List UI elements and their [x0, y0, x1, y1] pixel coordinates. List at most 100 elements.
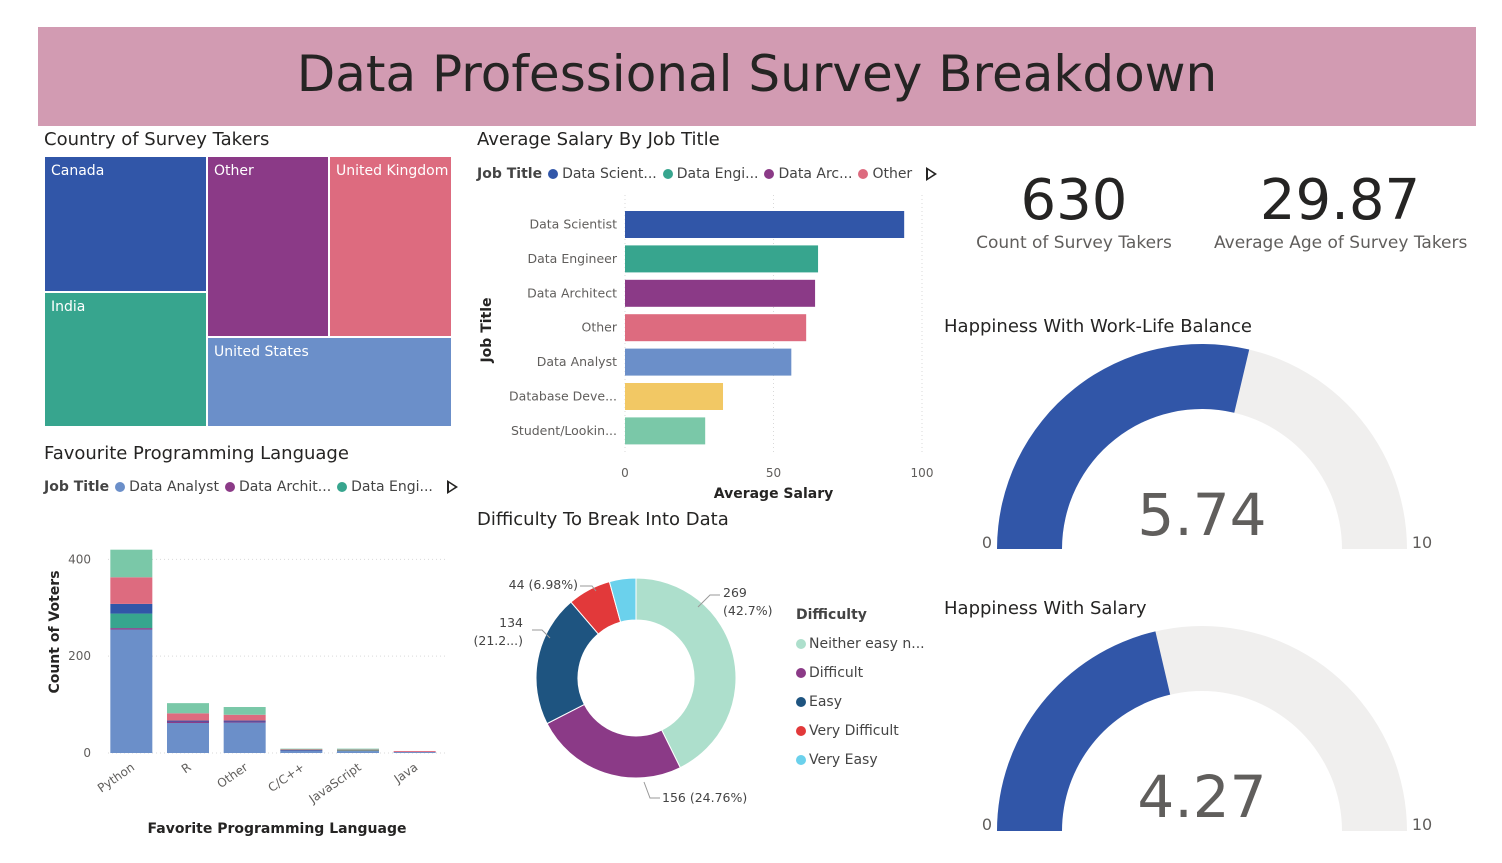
- y-tick-label: Data Architect: [527, 285, 617, 300]
- legend-item[interactable]: Other: [858, 166, 912, 182]
- bar[interactable]: [625, 279, 816, 307]
- salary-bar-chart[interactable]: 0 50 100 Data Scientist Data Engineer Data Ar…: [472, 195, 947, 507]
- treemap-cell-united-states[interactable]: United States: [207, 337, 452, 427]
- bar-segment[interactable]: [223, 714, 266, 721]
- bar-segment[interactable]: [167, 721, 209, 723]
- bar[interactable]: [625, 245, 819, 273]
- bar-segment[interactable]: [167, 720, 209, 722]
- donut-slice[interactable]: [546, 703, 681, 779]
- kpi-value: 630: [1020, 168, 1128, 233]
- country-treemap[interactable]: Canada Other United Kingdom India United…: [44, 156, 452, 427]
- gauge-value-arc[interactable]: [997, 631, 1171, 831]
- bar[interactable]: [625, 383, 724, 410]
- legend-dot: [764, 169, 775, 179]
- bar-segment[interactable]: [337, 750, 379, 752]
- language-chart-title: Favourite Programming Language: [44, 443, 349, 464]
- bar-segment[interactable]: [393, 751, 436, 753]
- gauge-min-label: 0: [982, 533, 992, 552]
- bar-segment[interactable]: [280, 749, 323, 751]
- donut-slice[interactable]: [635, 577, 737, 769]
- y-axis-label: Count of Voters: [47, 570, 63, 693]
- legend-item[interactable]: Very Difficult: [796, 716, 925, 745]
- gauge-salary[interactable]: 4.27 0 10: [970, 622, 1440, 840]
- x-axis-label: Favorite Programming Language: [148, 821, 407, 837]
- legend-label: Data Engi...: [676, 166, 759, 182]
- kpi-value: 29.87: [1259, 168, 1421, 233]
- legend-item[interactable]: Easy: [796, 687, 925, 716]
- x-axis-label: Average Salary: [714, 486, 834, 502]
- bar-segment[interactable]: [337, 749, 379, 751]
- legend-label: Neither easy n...: [809, 635, 925, 652]
- bar[interactable]: [625, 314, 807, 342]
- bar-segment[interactable]: [223, 720, 266, 722]
- legend-dot: [224, 482, 235, 492]
- leader-line: [697, 594, 720, 608]
- legend-dot: [115, 482, 126, 492]
- bar-segment[interactable]: [167, 713, 209, 721]
- gauge-work-life-balance[interactable]: 5.74 0 10: [970, 340, 1440, 558]
- language-stacked-bar-chart[interactable]: 0 200 400 Python R Other C/C++ JavaScript Java Fa…: [40, 540, 460, 845]
- gauge-min-label: 0: [982, 815, 992, 834]
- bar-segment[interactable]: [280, 748, 323, 750]
- legend-item[interactable]: Data Arc...: [764, 166, 852, 182]
- legend-label: Data Scient...: [562, 166, 657, 182]
- gauge-max-label: 10: [1412, 815, 1432, 834]
- bar-segment[interactable]: [223, 707, 266, 715]
- legend-item[interactable]: Difficult: [796, 658, 925, 687]
- y-tick-label: Data Engineer: [528, 251, 618, 266]
- x-tick-label: R: [179, 760, 194, 776]
- legend-item[interactable]: Neither easy n...: [796, 629, 925, 658]
- bar-segment[interactable]: [110, 549, 153, 578]
- bar-segment[interactable]: [167, 703, 209, 714]
- treemap-cell-canada[interactable]: Canada: [44, 156, 207, 292]
- legend-dot: [796, 725, 806, 736]
- bar-segment[interactable]: [393, 752, 436, 753]
- y-tick-label: 200: [68, 649, 91, 663]
- legend-next-arrow-icon[interactable]: [926, 167, 938, 181]
- bar[interactable]: [625, 211, 905, 238]
- y-tick-label: 0: [83, 746, 91, 760]
- legend-item[interactable]: Data Analyst: [115, 479, 219, 495]
- legend-item[interactable]: Data Engi...: [662, 166, 759, 182]
- donut-slice[interactable]: [608, 577, 637, 623]
- treemap-label: India: [51, 299, 86, 315]
- bar-segment[interactable]: [223, 721, 266, 723]
- bar-segment[interactable]: [280, 750, 323, 751]
- legend-item[interactable]: Data Archit...: [224, 479, 332, 495]
- legend-label: Easy: [809, 693, 843, 710]
- legend-label: Data Analyst: [129, 479, 219, 495]
- bar[interactable]: [625, 417, 706, 445]
- difficulty-donut-chart[interactable]: 269 (42.7%) 156 (24.76%) 134 (21.2...) 44 (6.…: [472, 560, 782, 820]
- legend-next-arrow-icon[interactable]: [446, 480, 458, 494]
- data-label: 134: [499, 615, 523, 630]
- x-tick-label: 50: [766, 466, 781, 480]
- x-tick-label: Other: [214, 760, 250, 791]
- x-tick-label: 100: [911, 466, 934, 480]
- treemap-cell-other[interactable]: Other: [207, 156, 329, 337]
- bar-segment[interactable]: [223, 722, 266, 753]
- bar-segment[interactable]: [110, 629, 153, 753]
- leader-line: [580, 585, 597, 592]
- treemap-label: United Kingdom: [336, 163, 449, 179]
- page-title: Data Professional Survey Breakdown: [296, 45, 1218, 103]
- bar-segment[interactable]: [337, 751, 379, 753]
- bar[interactable]: [625, 348, 792, 376]
- legend-title: Job Title: [44, 479, 110, 495]
- bar-segment[interactable]: [167, 722, 209, 753]
- legend-item[interactable]: Very Easy: [796, 745, 925, 774]
- legend-title: Job Title: [477, 166, 543, 182]
- bar-segment[interactable]: [110, 603, 153, 614]
- legend-item[interactable]: Data Engi...: [337, 479, 433, 495]
- bar-segment[interactable]: [110, 577, 153, 604]
- bar-segment[interactable]: [110, 628, 153, 630]
- bar-segment[interactable]: [110, 613, 153, 629]
- treemap-cell-india[interactable]: India: [44, 292, 207, 427]
- gauge-value-arc[interactable]: [997, 344, 1250, 549]
- legend-item[interactable]: Data Scient...: [548, 166, 657, 182]
- bar-segment[interactable]: [337, 748, 379, 750]
- treemap-cell-united-kingdom[interactable]: United Kingdom: [329, 156, 452, 337]
- legend-label: Data Archit...: [238, 479, 332, 495]
- leader-line: [532, 629, 551, 639]
- legend-dot: [796, 638, 806, 649]
- bar-segment[interactable]: [280, 750, 323, 753]
